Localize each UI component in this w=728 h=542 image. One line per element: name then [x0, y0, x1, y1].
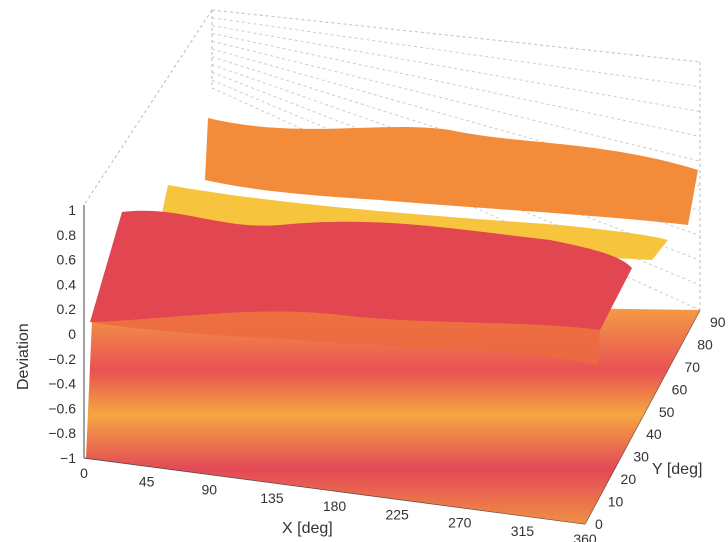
surface-ridge-front: [90, 210, 632, 330]
x-tick-label: 0: [80, 465, 88, 481]
y-tick-label: 40: [646, 426, 662, 442]
z-tick-label: −0.8: [48, 425, 76, 441]
grid-line: [211, 25, 701, 113]
x-tick-label: 270: [448, 515, 472, 531]
y-axis-title: Y [deg]: [652, 461, 702, 478]
z-axis-title: Deviation: [15, 323, 32, 390]
grid-line: [211, 17, 701, 88]
z-tick-label: −0.4: [48, 376, 76, 392]
z-tick-label: 0.8: [57, 227, 77, 243]
x-tick-label: 315: [511, 523, 535, 539]
y-tick-labels: 0 10 20 30 40 50 60 70 80 90: [595, 314, 726, 532]
surface-floor: [86, 305, 700, 524]
x-axis-line: [83, 457, 586, 525]
z-tick-labels: 1 0.8 0.6 0.4 0.2 0 −0.2 −0.4 −0.6 −0.8 −1: [48, 202, 76, 466]
x-axis-title: X [deg]: [282, 520, 333, 537]
y-tick-label: 70: [684, 359, 700, 375]
y-tick-label: 60: [672, 381, 688, 397]
y-tick-label: 50: [659, 404, 675, 420]
surface: [86, 118, 700, 524]
y-tick-label: 20: [621, 471, 637, 487]
z-tick-label: 0.6: [57, 252, 77, 268]
x-tick-label: 225: [385, 506, 409, 522]
z-tick-label: 0.2: [57, 301, 77, 317]
x-tick-labels: 0 45 90 135 180 225 270 315 360: [80, 465, 597, 542]
y-tick-label: 90: [710, 314, 726, 330]
x-tick-label: 45: [139, 473, 155, 489]
z-tick-label: −0.2: [48, 351, 76, 367]
z-tick-label: 0: [68, 326, 76, 342]
y-tick-label: 30: [633, 449, 649, 465]
grid-line: [211, 9, 701, 63]
z-tick-label: −0.6: [48, 400, 76, 416]
y-tick-label: 0: [595, 516, 603, 532]
grid-line: [211, 32, 701, 137]
z-tick-label: 0.4: [57, 276, 77, 292]
surface-ridge-back: [205, 118, 698, 225]
surface-front-shade: [90, 311, 600, 365]
y-tick-label: 10: [608, 494, 624, 510]
x-tick-label: 135: [260, 490, 284, 506]
x-tick-label: 180: [323, 498, 347, 514]
z-tick-label: 1: [68, 202, 76, 218]
x-tick-label: 90: [201, 482, 217, 498]
x-tick-label: 360: [573, 531, 597, 542]
y-tick-label: 80: [697, 336, 713, 352]
z-tick-label: −1: [60, 450, 76, 466]
back-wall-edge: [83, 9, 213, 206]
